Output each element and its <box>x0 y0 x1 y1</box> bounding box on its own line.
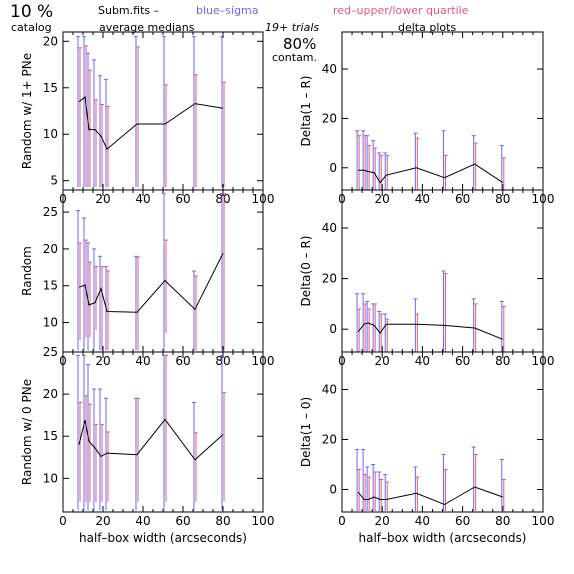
y-tick-label: 20 <box>43 34 58 48</box>
header-blue-sigma: blue–sigma <box>196 4 259 17</box>
y-tick-label: 40 <box>322 383 337 397</box>
x-tick-label: 80 <box>495 514 510 528</box>
y-tick-label: 0 <box>329 161 337 175</box>
y-tick-label: 20 <box>43 242 58 256</box>
panel-data <box>355 130 506 190</box>
y-axis-label: Delta(1 – R) <box>299 76 313 147</box>
plot-frame <box>341 351 544 513</box>
x-tick-label: 100 <box>252 514 275 528</box>
header-catalog: catalog <box>11 21 52 34</box>
x-tick-label: 100 <box>532 514 555 528</box>
x-tick-label: 0 <box>338 514 346 528</box>
x-tick-label: 40 <box>135 192 150 206</box>
x-tick-label: 60 <box>455 514 470 528</box>
y-tick-label: 15 <box>43 429 58 443</box>
x-tick-label: 40 <box>415 192 430 206</box>
y-axis-label: Random w/ 1+ PNe <box>20 53 34 169</box>
y-axis-label: Random <box>20 246 34 296</box>
panel-data <box>355 446 506 512</box>
y-tick-label: 10 <box>43 127 58 141</box>
panel-bottom-left: 0 20 40 60 80 100 10 15 20 25 Random w/ 0 PNe half–… <box>20 345 274 545</box>
y-tick-label: 20 <box>322 433 337 447</box>
y-tick-label: 10 <box>43 471 58 485</box>
y-axis-label: Delta(1 – 0) <box>299 397 313 467</box>
median-line <box>78 418 224 461</box>
x-tick-label: 20 <box>375 514 390 528</box>
header-percent-left: 10 % <box>10 2 53 22</box>
x-tick-label: 80 <box>495 192 510 206</box>
header-subm: Subm.fits – <box>98 4 159 17</box>
y-tick-label: 25 <box>43 345 58 359</box>
x-tick-label: 40 <box>135 514 150 528</box>
y-axis-label: Delta(0 – R) <box>299 236 313 307</box>
header-trials: 19+ trials <box>265 21 319 34</box>
x-tick-label: 60 <box>455 354 470 368</box>
y-tick-label: 15 <box>43 279 58 293</box>
header-red-quartile: red–upper/lower quartile <box>333 4 469 17</box>
x-tick-label: 80 <box>495 354 510 368</box>
x-axis-label: half–box width (arcseconds) <box>359 531 527 545</box>
y-tick-label: 10 <box>43 316 58 330</box>
x-tick-label: 60 <box>175 354 190 368</box>
median-line <box>357 322 503 340</box>
median-line <box>78 253 224 313</box>
y-tick-label: 0 <box>329 322 337 336</box>
x-tick-label: 40 <box>415 354 430 368</box>
panel-data <box>355 270 506 352</box>
header-contam: contam. <box>272 51 317 64</box>
panel-data <box>76 354 226 511</box>
median-line <box>357 486 503 506</box>
y-tick-label: 20 <box>322 111 337 125</box>
x-tick-label: 60 <box>175 192 190 206</box>
panel-bottom-right: 0 20 40 60 80 100 0 20 40 Delta(1 – 0) half–box wi… <box>299 351 555 545</box>
y-tick-label: 5 <box>50 174 58 188</box>
panel-data <box>76 36 226 188</box>
x-tick-label: 40 <box>135 354 150 368</box>
y-tick-label: 40 <box>322 62 337 76</box>
header-percent-center: 80% <box>283 35 316 53</box>
x-tick-label: 60 <box>175 514 190 528</box>
x-tick-label: 20 <box>95 514 110 528</box>
y-axis-label: Random w/ 0 PNe <box>20 379 34 485</box>
plot-frame <box>62 31 264 191</box>
x-tick-label: 20 <box>375 354 390 368</box>
plot-frame <box>62 189 264 353</box>
median-line <box>358 163 504 184</box>
header-delta-plots: delta plots <box>398 21 456 34</box>
x-tick-label: 80 <box>215 354 230 368</box>
y-tick-label: 20 <box>322 272 337 286</box>
plot-frame <box>341 31 544 191</box>
x-tick-label: 0 <box>59 514 67 528</box>
x-tick-label: 80 <box>215 514 230 528</box>
plot-frame <box>62 351 264 513</box>
x-axis-label: half–box width (arcseconds) <box>79 531 247 545</box>
panel-data <box>76 193 226 351</box>
y-tick-label: 15 <box>43 81 58 95</box>
y-tick-label: 20 <box>43 387 58 401</box>
y-tick-label: 40 <box>322 221 337 235</box>
y-tick-label: 25 <box>43 205 58 219</box>
header-average-medians: average medians <box>99 21 195 34</box>
median-line <box>78 96 224 150</box>
x-tick-label: 20 <box>95 192 110 206</box>
x-tick-label: 20 <box>375 192 390 206</box>
y-tick-label: 0 <box>329 483 337 497</box>
x-tick-label: 40 <box>415 514 430 528</box>
x-tick-label: 20 <box>95 354 110 368</box>
x-tick-label: 60 <box>455 192 470 206</box>
x-tick-label: 80 <box>215 192 230 206</box>
